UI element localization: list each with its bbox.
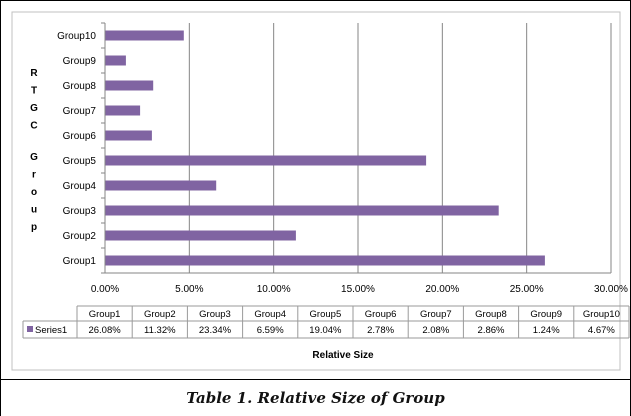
table-value-cell: 1.24% <box>533 325 560 336</box>
y-tick-label: Group10 <box>57 31 96 42</box>
x-axis: 0.00% 5.00% 10.00% 15.00% 20.00% 25.00% 30.00% <box>91 272 628 295</box>
bar-group8 <box>105 80 154 91</box>
table-value-cell: 2.86% <box>478 325 505 336</box>
table-value-cell: 19.04% <box>309 325 342 336</box>
bar-group1 <box>105 255 545 266</box>
y-tick-label: Group8 <box>63 81 97 92</box>
x-tick-label: 5.00% <box>175 284 203 295</box>
table-value-cell: 11.32% <box>144 325 176 336</box>
table-header-cell: Group2 <box>144 309 176 320</box>
y-axis-title-letter: T <box>31 86 37 97</box>
y-axis-title-letter: o <box>31 187 37 198</box>
y-tick-label: Group1 <box>63 256 97 267</box>
y-axis-title-letter: p <box>31 222 37 233</box>
legend-series-label: Series1 <box>35 325 67 336</box>
bar-group6 <box>105 130 152 141</box>
y-axis-title-letter: C <box>30 121 37 132</box>
table-header-cell: Group3 <box>199 309 231 320</box>
bar-group2 <box>105 230 296 241</box>
y-axis-title-letter: r <box>32 170 36 181</box>
bar-group10 <box>105 30 184 41</box>
data-table: Group1 26.08% Group2 11.32% Group3 23.34% Grou… <box>22 305 630 339</box>
table-header-cell: Group10 <box>583 309 620 320</box>
table-value-cell: 4.67% <box>588 325 615 336</box>
x-tick-label: 10.00% <box>257 284 291 295</box>
figure-caption: Table 1. Relative Size of Group <box>186 389 445 407</box>
y-tick-label: Group6 <box>63 131 97 142</box>
table-header-cell: Group7 <box>420 309 452 320</box>
y-tick-label: Group5 <box>63 156 97 167</box>
y-tick-label: Group7 <box>63 106 97 117</box>
y-axis-title-letter: R <box>30 68 38 79</box>
y-axis-title-letter: G <box>30 152 38 163</box>
table-value-cell: 2.78% <box>367 325 394 336</box>
table-header-cell: Group8 <box>475 309 507 320</box>
x-tick-label: 25.00% <box>510 284 544 295</box>
y-axis-title-letter: G <box>30 103 38 114</box>
table-value-cell: 26.08% <box>88 325 121 336</box>
table-header-cell: Group4 <box>254 309 286 320</box>
y-tick-label: Group4 <box>63 181 97 192</box>
bar-group4 <box>105 180 217 191</box>
x-axis-title: Relative Size <box>312 350 374 361</box>
x-tick-label: 20.00% <box>425 284 459 295</box>
bar-group3 <box>105 205 499 216</box>
table-value-cell: 6.59% <box>257 325 284 336</box>
legend-key <box>27 326 33 332</box>
y-tick-label: Group3 <box>63 206 97 217</box>
y-tick-label: Group2 <box>63 231 97 242</box>
bar-group9 <box>105 55 126 66</box>
bar-group5 <box>105 155 427 166</box>
table-header-cell: Group6 <box>365 309 397 320</box>
bar-chart: Group1Group2Group3Group4Group5Group6Grou… <box>11 11 630 371</box>
caption-band: Table 1. Relative Size of Group <box>1 379 630 416</box>
x-tick-label: 0.00% <box>91 284 119 295</box>
bar-group7 <box>105 105 141 116</box>
table-header-cell: Group5 <box>310 309 342 320</box>
bars <box>105 30 545 266</box>
y-axis: Group1 Group2 Group3 Group4 Group5 Group6 Grou… <box>57 22 106 274</box>
y-tick-label: Group9 <box>63 56 97 67</box>
table-header-cell: Group1 <box>89 309 121 320</box>
x-tick-label: 15.00% <box>341 284 375 295</box>
table-header-cell: Group9 <box>530 309 562 320</box>
table-value-cell: 2.08% <box>422 325 449 336</box>
table-value-cell: 23.34% <box>199 325 232 336</box>
y-axis-title-letter: u <box>31 205 37 216</box>
x-tick-label: 30.00% <box>594 284 628 295</box>
